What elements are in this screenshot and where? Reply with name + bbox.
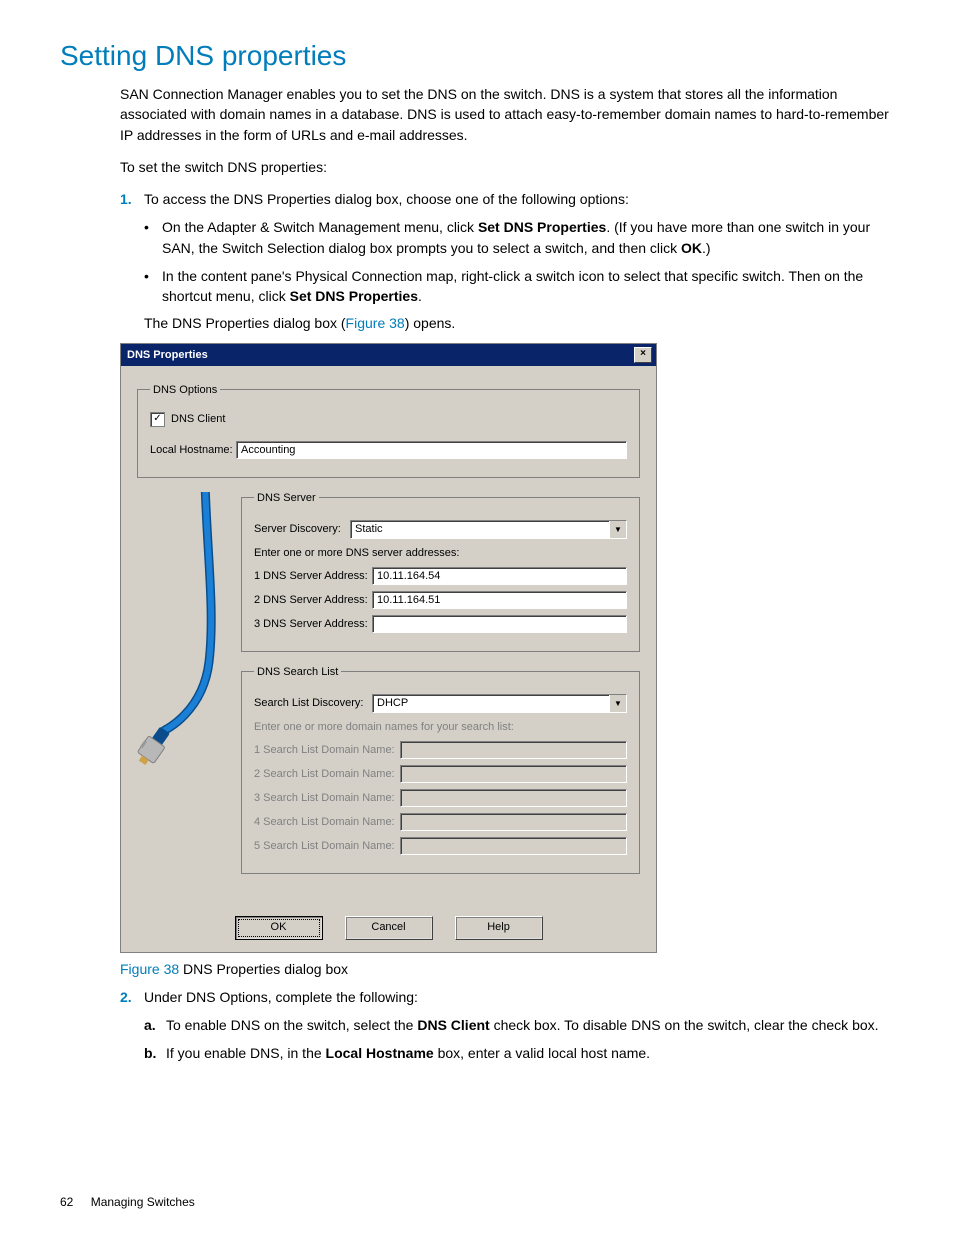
step-1-result: The DNS Properties dialog box (Figure 38… [144,315,894,331]
step-1-number: 1. [120,189,132,209]
step-2b: b. If you enable DNS, in the Local Hostn… [144,1043,894,1063]
ok-button[interactable]: OK [235,916,323,940]
search-discovery-value: DHCP [373,695,609,712]
cancel-button[interactable]: Cancel [345,916,433,940]
search-domain-5-input [400,837,627,855]
step-1: 1. To access the DNS Properties dialog b… [120,189,894,306]
page-number: 62 [60,1195,73,1209]
dns-server-3-input[interactable] [372,615,627,633]
dns-server-group: DNS Server Server Discovery: Static ▼ En… [241,492,640,652]
step-2-number: 2. [120,987,132,1007]
server-discovery-select[interactable]: Static ▼ [350,520,627,539]
step-2: 2. Under DNS Options, complete the follo… [120,987,894,1064]
local-hostname-label: Local Hostname: [150,444,236,456]
search-domain-3-label: 3 Search List Domain Name: [254,792,400,804]
footer-section: Managing Switches [91,1195,195,1209]
figure-caption: Figure 38 DNS Properties dialog box [120,961,894,977]
search-domain-1-input [400,741,627,759]
dns-search-legend: DNS Search List [254,666,341,678]
search-discovery-label: Search List Discovery: [254,697,372,709]
dns-options-group: DNS Options ✓ DNS Client Local Hostname: [137,384,640,478]
step-1-bullet-a: On the Adapter & Switch Management menu,… [144,217,894,258]
ethernet-cable-image [137,492,227,912]
dns-client-label: DNS Client [171,413,225,425]
dns-server-1-label: 1 DNS Server Address: [254,570,372,582]
intro-paragraph: SAN Connection Manager enables you to se… [120,84,894,145]
section-heading: Setting DNS properties [60,40,894,72]
search-domain-5-label: 5 Search List Domain Name: [254,840,400,852]
page-footer: 62 Managing Switches [60,1195,195,1209]
server-discovery-value: Static [351,521,609,538]
chevron-down-icon: ▼ [609,521,626,538]
dns-server-legend: DNS Server [254,492,319,504]
lead-in: To set the switch DNS properties: [120,157,894,177]
search-domain-1-label: 1 Search List Domain Name: [254,744,400,756]
dns-client-checkbox[interactable]: ✓ [150,412,165,427]
local-hostname-input[interactable] [236,441,627,459]
dns-server-instruction: Enter one or more DNS server addresses: [254,547,627,559]
figure-link[interactable]: Figure 38 [346,315,405,331]
dialog-title: DNS Properties [127,349,208,361]
step-2a: a. To enable DNS on the switch, select t… [144,1015,894,1035]
search-domain-3-input [400,789,627,807]
search-discovery-select[interactable]: DHCP ▼ [372,694,627,713]
dns-options-legend: DNS Options [150,384,220,396]
dns-server-2-input[interactable] [372,591,627,609]
search-domain-2-label: 2 Search List Domain Name: [254,768,400,780]
step-1-text: To access the DNS Properties dialog box,… [144,191,629,207]
dns-server-1-input[interactable] [372,567,627,585]
server-discovery-label: Server Discovery: [254,523,350,535]
dns-properties-dialog: DNS Properties × DNS Options ✓ DNS Clien… [120,343,657,953]
step-2-text: Under DNS Options, complete the followin… [144,989,418,1005]
close-icon[interactable]: × [634,347,652,363]
chevron-down-icon: ▼ [609,695,626,712]
search-domain-2-input [400,765,627,783]
search-domain-4-input [400,813,627,831]
dialog-titlebar: DNS Properties × [121,344,656,366]
dns-server-3-label: 3 DNS Server Address: [254,618,372,630]
help-button[interactable]: Help [455,916,543,940]
dns-search-list-group: DNS Search List Search List Discovery: D… [241,666,640,874]
search-list-instruction: Enter one or more domain names for your … [254,721,627,733]
dns-server-2-label: 2 DNS Server Address: [254,594,372,606]
figure-label: Figure 38 [120,961,179,977]
search-domain-4-label: 4 Search List Domain Name: [254,816,400,828]
step-1-bullet-b: In the content pane's Physical Connectio… [144,266,894,307]
